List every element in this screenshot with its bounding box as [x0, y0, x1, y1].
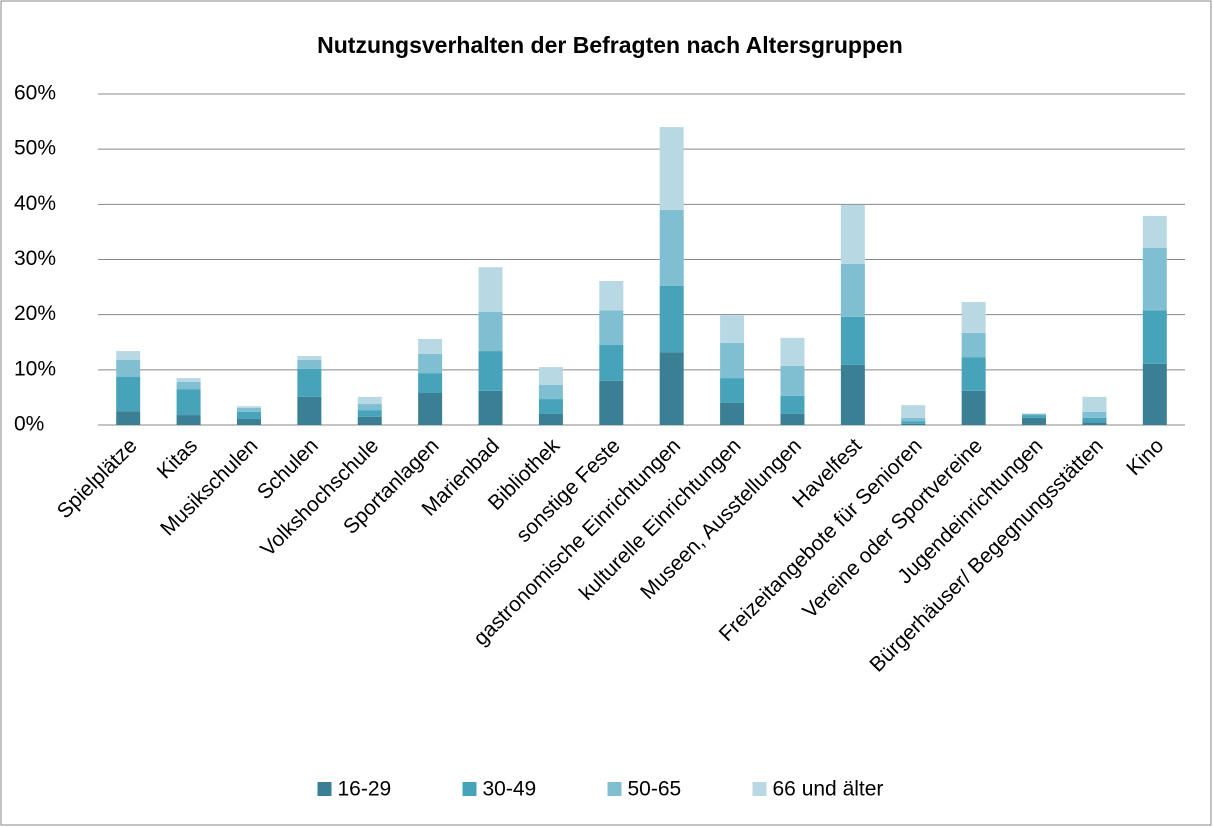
legend-label: 30-49 [483, 778, 537, 801]
bar-segment [297, 396, 322, 425]
y-tick-label: 0% [14, 413, 44, 436]
bar-segment [357, 410, 382, 417]
bar-segment [236, 407, 261, 412]
bar-segment [176, 378, 201, 382]
y-tick-label: 60% [14, 82, 56, 105]
bar-segment [840, 204, 865, 264]
bar-segment [961, 332, 986, 358]
bar-segment [840, 263, 865, 317]
legend-swatch [462, 782, 477, 796]
legend-label: 50-65 [628, 778, 682, 801]
bar-segment [1082, 396, 1107, 412]
bar-segment [901, 417, 926, 422]
bar-segment [1082, 417, 1107, 423]
y-tick-label: 10% [14, 357, 56, 380]
bar-segment [176, 415, 201, 425]
legend-label: 66 und älter [773, 778, 884, 801]
bar-segment [478, 390, 503, 425]
legend-swatch [317, 782, 332, 796]
y-tick-label: 50% [14, 137, 56, 160]
chart-title: Nutzungsverhalten der Befragten nach Alt… [317, 32, 903, 58]
bar-segment [720, 315, 745, 343]
bar-segment [538, 413, 563, 425]
bar-segment [961, 301, 986, 333]
bar-segment [961, 357, 986, 391]
bar-segment [720, 342, 745, 379]
bar-segment [599, 380, 624, 425]
bar-segment [478, 351, 503, 391]
bar-segment [297, 368, 322, 397]
legend-label: 16-29 [338, 778, 392, 801]
bar-segment [116, 351, 141, 360]
legend-swatch [752, 782, 767, 796]
bar-segment [538, 384, 563, 400]
bar-segment [418, 393, 443, 425]
bar-segment [357, 396, 382, 405]
bar-segment [538, 367, 563, 385]
bar-segment [1022, 413, 1047, 416]
y-tick-label: 30% [14, 247, 56, 270]
bar-segment [1022, 413, 1047, 414]
bar-segment [780, 337, 805, 366]
bar-segment [599, 281, 624, 311]
bar-segment [1142, 215, 1167, 248]
bar-segment [236, 406, 261, 408]
bar-segment [780, 365, 805, 396]
bar-segment [780, 395, 805, 414]
bar-segment [357, 404, 382, 411]
bar-segment [116, 411, 141, 425]
bar-segment [418, 338, 443, 354]
bar-segment [538, 399, 563, 414]
bar-segment [176, 381, 201, 390]
bar-segment [236, 411, 261, 419]
bar-segment [236, 418, 261, 425]
bar-segment [599, 310, 624, 346]
y-tick-label: 40% [14, 192, 56, 215]
bar-segment [1142, 363, 1167, 425]
bar-segment [840, 316, 865, 365]
bar-segment [176, 389, 201, 416]
bar-segment [1022, 417, 1047, 425]
bar-segment [478, 311, 503, 352]
bar-segment [1082, 411, 1107, 418]
bar-segment [1082, 422, 1107, 425]
y-tick-label: 20% [14, 302, 56, 325]
bar-segment [1022, 415, 1047, 418]
bar-segment [659, 285, 684, 353]
bar-segment [1142, 310, 1167, 364]
bar-segment [840, 364, 865, 425]
bar-segment [720, 402, 745, 425]
legend-swatch [607, 782, 622, 796]
bar-segment [357, 416, 382, 425]
bar-segment [1142, 247, 1167, 311]
bar-segment [116, 359, 141, 378]
bar-segment [961, 390, 986, 425]
bar-segment [659, 352, 684, 425]
bar-segment [659, 209, 684, 286]
bar-segment [478, 267, 503, 312]
bar-segment [297, 359, 322, 369]
bar-segment [780, 413, 805, 425]
bar-segment [418, 373, 443, 394]
bar-segment [901, 423, 926, 425]
bar-segment [116, 377, 141, 412]
bar-segment [720, 378, 745, 403]
bar-segment [418, 353, 443, 374]
bar-segment [297, 356, 322, 360]
bar-segment [659, 127, 684, 210]
bar-segment [901, 405, 926, 418]
bar-segment [599, 345, 624, 381]
bar-segment [901, 421, 926, 424]
